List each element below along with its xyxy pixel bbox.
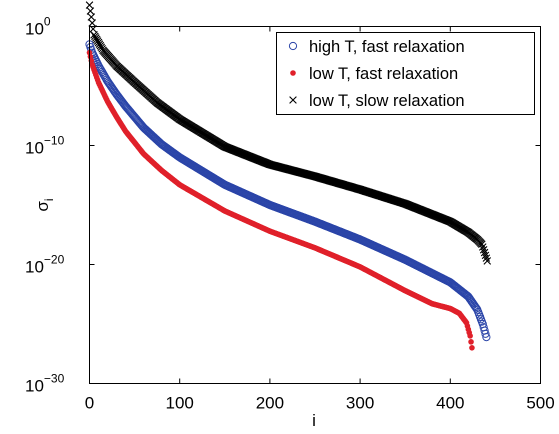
x-tick-label: 400 [436, 394, 464, 413]
legend: high T, fast relaxation low T, fast relax… [276, 32, 535, 115]
x-tick-label: 500 [526, 394, 554, 413]
x-tick-label: 300 [346, 394, 374, 413]
x-tick-label: 200 [256, 394, 284, 413]
y-tick-base: 10 [25, 139, 44, 158]
legend-marker [289, 96, 297, 104]
data-point [467, 333, 473, 339]
data-point [482, 254, 491, 262]
y-tick-base: 10 [25, 20, 44, 39]
data-point [480, 248, 489, 257]
y-tick-base: 10 [25, 377, 44, 396]
y-tick-label: 10−20 [25, 253, 65, 277]
data-point [482, 332, 491, 342]
series-1 [86, 49, 475, 351]
y-axis-label-symbol: σ [33, 201, 52, 212]
y-tick-exponent: 0 [44, 15, 51, 29]
y-tick-label: 10−30 [25, 372, 65, 396]
y-tick-exponent: −10 [44, 134, 65, 148]
y-tick-label: 10−10 [25, 134, 65, 158]
data-point [478, 240, 486, 249]
y-tick-exponent: −30 [44, 372, 65, 386]
x-tick-label: 100 [166, 394, 194, 413]
plot-frame [89, 26, 541, 384]
y-axis-label: σi [33, 198, 56, 211]
data-point [468, 339, 474, 345]
x-tick-label: 0 [85, 394, 94, 413]
y-tick-label: 100 [25, 15, 51, 39]
data-point [469, 345, 475, 351]
data-point [86, 7, 95, 15]
data-point [471, 303, 480, 312]
data-point [481, 329, 490, 338]
x-axis-label: i [312, 411, 316, 430]
legend-label: high T, fast relaxation [309, 38, 465, 56]
series-0 [85, 40, 491, 342]
legend-label: low T, fast relaxation [309, 65, 458, 83]
data-point [87, 13, 96, 21]
data-point [481, 251, 490, 260]
data-point [478, 243, 487, 251]
y-axis-label-subscript: i [42, 198, 56, 201]
y-tick-base: 10 [25, 258, 44, 277]
data-point [483, 257, 492, 265]
data-point [479, 246, 488, 254]
data-point [88, 19, 97, 27]
legend-marker [288, 41, 298, 51]
legend-label: low T, slow relaxation [309, 92, 465, 110]
legend-marker [290, 70, 296, 76]
y-tick-exponent: −20 [44, 253, 65, 267]
legend-box [276, 32, 535, 115]
data-point [85, 1, 94, 9]
